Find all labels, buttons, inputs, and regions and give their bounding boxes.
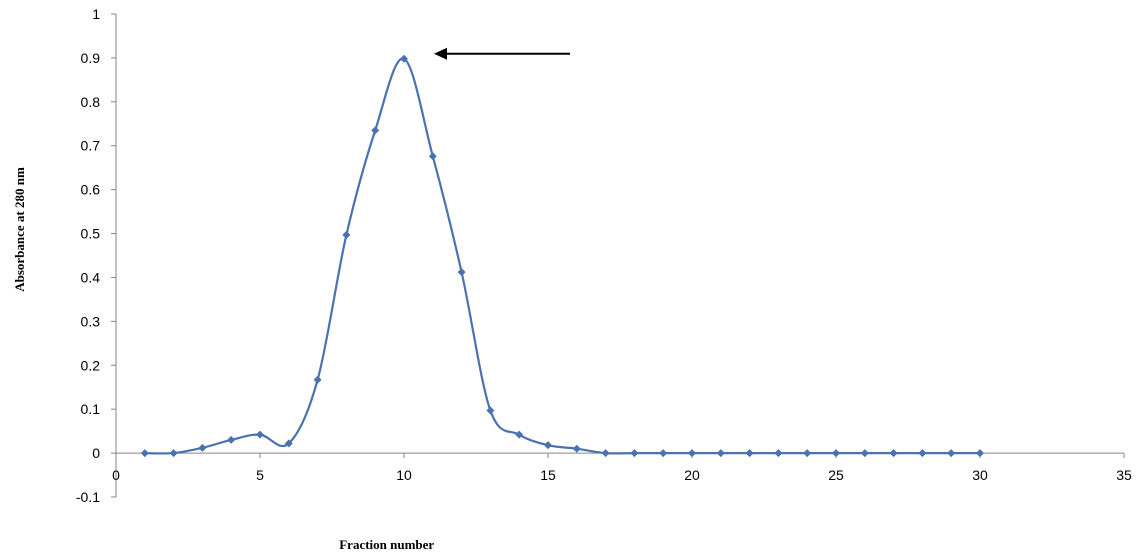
data-point-marker [515, 430, 524, 439]
y-tick-label: -0.1 [76, 489, 100, 505]
y-tick-label: 0.9 [81, 50, 101, 66]
data-point-marker [342, 230, 351, 239]
x-tick-label: 25 [828, 467, 844, 483]
x-tick-label: 0 [112, 467, 120, 483]
data-point-marker [400, 54, 408, 63]
y-axis-title: Absorbance at 280 nm [12, 167, 27, 292]
data-point-marker [198, 443, 207, 452]
data-point-marker [976, 449, 984, 458]
data-point-marker [774, 449, 783, 458]
data-point-marker [227, 435, 236, 444]
data-point-marker [428, 152, 437, 161]
data-point-marker [486, 406, 495, 415]
x-tick-label: 35 [1116, 467, 1132, 483]
x-tick-label: 20 [684, 467, 700, 483]
data-point-marker [169, 449, 178, 458]
y-tick-label: 0.4 [81, 269, 101, 285]
y-tick-label: 0.1 [81, 401, 101, 417]
y-tick-label: 0.3 [81, 313, 101, 329]
data-point-marker [688, 449, 696, 458]
data-point-marker [371, 126, 380, 135]
y-tick-label: 0.7 [81, 138, 101, 154]
y-tick-label: 0.5 [81, 226, 101, 242]
data-point-marker [918, 449, 927, 458]
series-line [144, 57, 981, 455]
series-markers [140, 54, 984, 458]
data-point-marker [803, 449, 812, 458]
x-tick-label: 30 [972, 467, 988, 483]
data-point-marker [745, 449, 754, 458]
data-point-marker [947, 449, 956, 458]
x-axis-ticks: 0 5 10 15 20 25 30 35 [112, 453, 1132, 483]
data-point-marker [544, 441, 552, 450]
x-tick-label: 5 [256, 467, 264, 483]
plot-area: -0.1 0 0.1 0.2 0.3 0.4 0.5 0.6 0.7 0.8 0.9 1 0 5 10 15… [76, 6, 1132, 505]
x-axis-title: Fraction number [339, 537, 434, 552]
data-point-marker [572, 444, 581, 453]
y-tick-label: 1 [92, 6, 100, 22]
x-tick-label: 15 [540, 467, 556, 483]
data-point-marker [889, 449, 898, 458]
y-axis-ticks: -0.1 0 0.1 0.2 0.3 0.4 0.5 0.6 0.7 0.8 0.9 1 [76, 6, 116, 505]
data-point-marker [659, 449, 668, 458]
data-point-marker [284, 439, 293, 448]
x-tick-label: 10 [396, 467, 412, 483]
data-point-marker [256, 430, 264, 439]
y-tick-label: 0 [92, 445, 100, 461]
peak-arrow-annotation [434, 47, 570, 60]
data-point-marker [313, 375, 322, 384]
arrow-head [434, 47, 447, 60]
data-point-marker [140, 449, 149, 458]
y-tick-label: 0.8 [81, 94, 101, 110]
y-tick-label: 0.2 [81, 357, 101, 373]
data-point-marker [832, 449, 840, 458]
data-point-marker [630, 449, 639, 458]
y-tick-label: 0.6 [81, 182, 101, 198]
data-point-marker [716, 449, 725, 458]
data-point-marker [860, 449, 869, 458]
data-point-marker [601, 449, 610, 458]
data-point-marker [457, 268, 466, 277]
